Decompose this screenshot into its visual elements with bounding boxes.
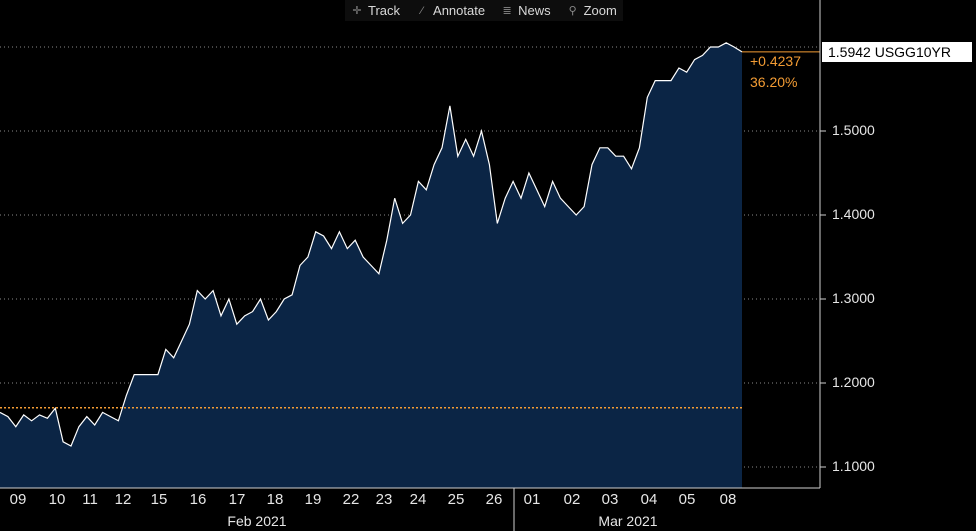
chart-toolbar: ✛ Track ⁄ Annotate ≣ News ⚲ Zoom	[345, 0, 623, 21]
newspaper-icon: ≣	[502, 5, 512, 17]
y-tick-label: 1.4000	[832, 206, 875, 222]
news-label: News	[518, 3, 551, 18]
x-tick-label: 15	[150, 491, 168, 508]
x-tick-label: 08	[719, 491, 737, 508]
x-tick-label: 09	[9, 491, 27, 508]
crosshair-icon: ✛	[352, 5, 362, 17]
change-absolute: +0.4237	[750, 53, 801, 69]
zoom-label: Zoom	[583, 3, 617, 18]
x-tick-label: 10	[48, 491, 66, 508]
change-percent: 36.20%	[750, 74, 798, 90]
track-button[interactable]: ✛ Track	[345, 0, 406, 21]
x-tick-label: 22	[342, 491, 360, 508]
month-label: Mar 2021	[598, 513, 658, 529]
x-tick-label: 16	[189, 491, 207, 508]
y-tick-label: 1.1000	[832, 458, 875, 474]
series-line	[0, 42, 743, 447]
x-tick-label: 19	[304, 491, 322, 508]
zoom-button[interactable]: ⚲ Zoom	[561, 0, 623, 21]
magnifier-icon: ⚲	[568, 5, 577, 17]
x-tick-label: 04	[640, 491, 658, 508]
x-tick-label: 26	[485, 491, 503, 508]
x-tick-label: 05	[678, 491, 696, 508]
x-tick-label: 02	[563, 491, 581, 508]
last-value-badge: 1.5942 USGG10YR	[822, 42, 972, 62]
y-tick-label: 1.3000	[832, 290, 875, 306]
x-tick-label: 18	[266, 491, 284, 508]
x-tick-label: 03	[601, 491, 619, 508]
x-tick-label: 11	[82, 491, 98, 508]
x-tick-label: 25	[447, 491, 465, 508]
annotate-label: Annotate	[433, 3, 486, 18]
x-tick-label: 17	[228, 491, 246, 508]
track-label: Track	[368, 3, 401, 18]
y-tick-label: 1.2000	[832, 374, 875, 390]
y-tick-label: 1.5000	[832, 122, 875, 138]
news-button[interactable]: ≣ News	[495, 0, 557, 21]
month-label: Feb 2021	[227, 513, 287, 529]
x-tick-label: 23	[375, 491, 393, 508]
annotate-button[interactable]: ⁄ Annotate	[410, 0, 491, 21]
x-tick-label: 12	[114, 491, 132, 508]
x-tick-label: 24	[409, 491, 427, 508]
pencil-icon: ⁄	[421, 4, 423, 17]
x-tick-label: 01	[523, 491, 541, 508]
